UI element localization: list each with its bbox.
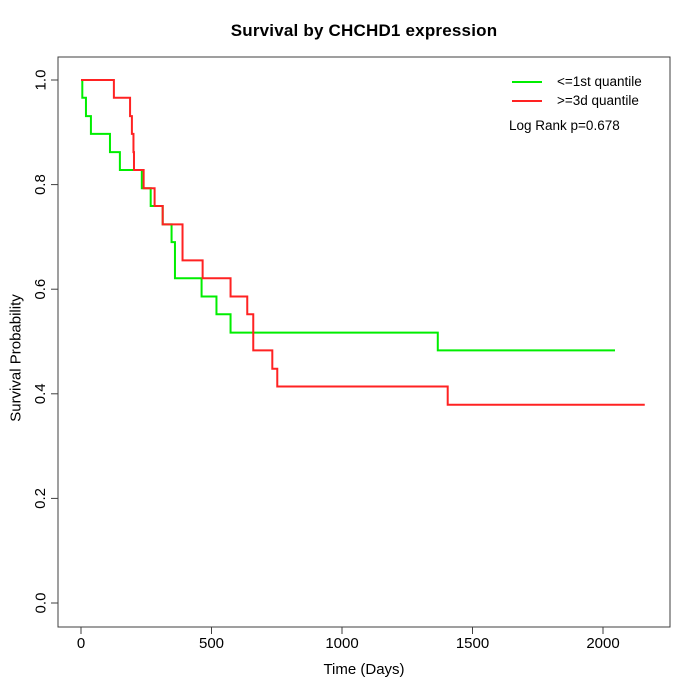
x-axis-label: Time (Days): [323, 661, 405, 678]
legend-item-high-expression: >=3d quantile: [509, 91, 642, 110]
green-line-swatch-icon: [512, 80, 542, 83]
legend: <=1st quantile >=3d quantile Log Rank p=…: [509, 72, 642, 133]
chart-title: Survival by CHCHD1 expression: [230, 21, 498, 40]
x-tick-label: 2000: [586, 635, 619, 652]
x-tick-label: 1500: [456, 635, 489, 652]
red-line-swatch-icon: [512, 99, 542, 102]
survival-curve-high: [81, 79, 645, 406]
y-tick-label: 0.6: [32, 279, 49, 300]
x-tick-label: 1000: [325, 635, 358, 652]
y-axis-label: Survival Probability: [7, 294, 25, 422]
log-rank-pvalue: Log Rank p=0.678: [509, 118, 620, 133]
plot-frame: [57, 56, 671, 628]
x-tick-label: 500: [199, 635, 224, 652]
x-tick-label: 0: [77, 635, 85, 652]
legend-label-high-expression: >=3d quantile: [557, 93, 639, 108]
legend-label-low-expression: <=1st quantile: [557, 74, 642, 89]
y-tick-label: 0.8: [32, 174, 49, 195]
y-tick-label: 0.2: [32, 488, 49, 509]
y-tick-label: 0.0: [32, 593, 49, 614]
y-tick-label: 1.0: [32, 70, 49, 91]
legend-item-low-expression: <=1st quantile: [509, 72, 642, 91]
y-tick-label: 0.4: [32, 383, 49, 404]
